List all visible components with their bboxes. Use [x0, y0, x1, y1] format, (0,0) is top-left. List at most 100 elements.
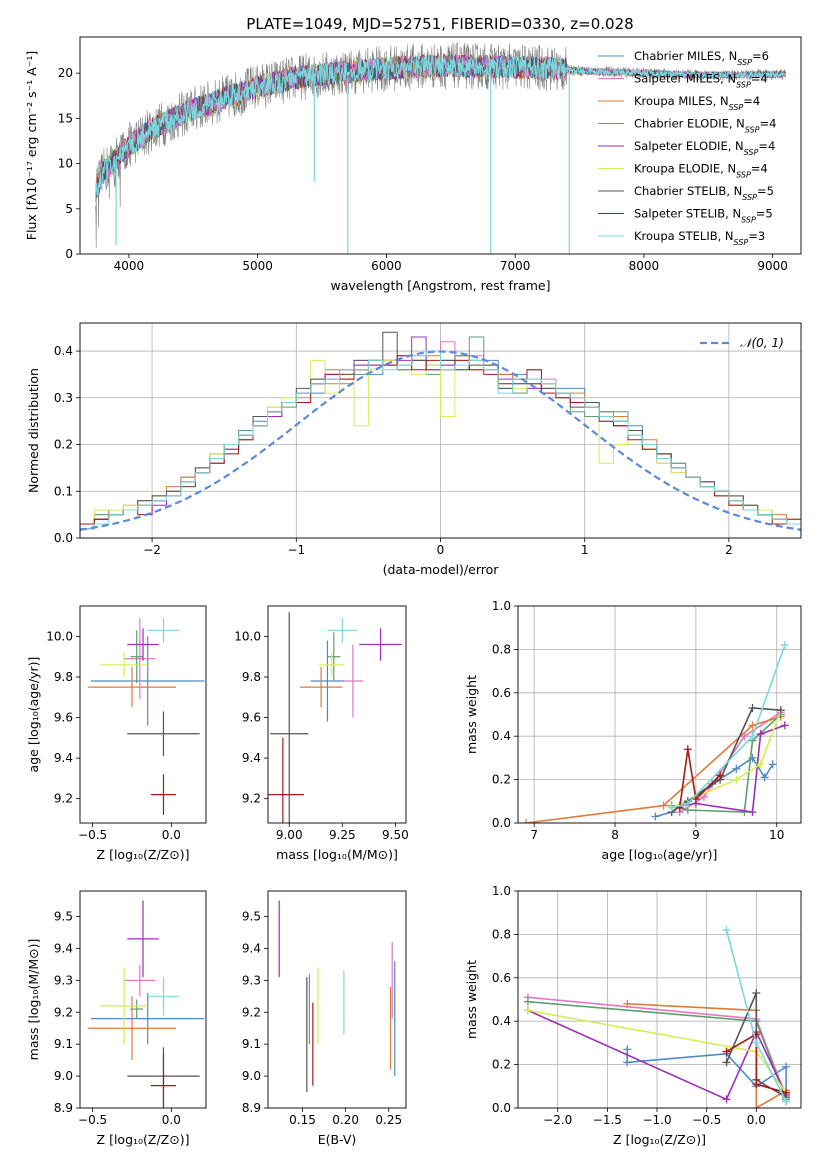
age_vs_Z-ylabel: age [log₁₀(age/yr)] [26, 657, 41, 773]
mass_vs_Z-ytick-label: 9.3 [54, 973, 73, 987]
spectrum-xtick-label: 6000 [371, 259, 402, 273]
residuals-ytick-label: 0.0 [54, 531, 73, 545]
weight-marker-kroupa-stelib [752, 1038, 761, 1047]
mass_weight_vs_age-frame [517, 605, 802, 824]
spectrum-ytick-label: 10 [58, 157, 73, 171]
age_vs_mass-ytick-label: 9.8 [242, 670, 261, 684]
weight-marker-kroupa-miles [522, 819, 531, 823]
spectrum-xtick-label: 7000 [500, 259, 531, 273]
age_vs_Z-panel: −0.5 0.0 9.2 9.4 9.6 9.8 10.0 Z [log₁₀(Z/Z⊙)] ag… [26, 605, 207, 862]
mass_weight_vs_age-panel: 7 8 9 10 0.0 0.2 0.4 0.6 0.8 1.0 age [log₁₀(age/yr… [464, 599, 802, 862]
spectrum-xtick-label: 8000 [629, 259, 660, 273]
age_vs_mass-ytick-label: 9.2 [242, 792, 261, 806]
mass_vs_ebv-ytick-label: 9.4 [242, 941, 261, 955]
residuals-xtick-label: −2 [143, 543, 161, 557]
weight-marker-kroupa-stelib [780, 641, 789, 650]
weight-line-salpeter-elodie [527, 1009, 787, 1101]
mass_weight_vs_Z-xtick-label: −1.5 [593, 1113, 622, 1127]
age_vs_Z-frame [79, 605, 207, 824]
age_vs_Z-plot-area [87, 618, 205, 815]
age_vs_Z-xlabel: Z [log₁₀(Z/Z⊙)] [97, 847, 190, 862]
normal-distribution-curve [80, 350, 801, 531]
mass_weight_vs_age-plot-area [522, 641, 789, 823]
spectrum-ylabel: Flux [fλ10⁻¹⁷ erg cm⁻² s⁻¹ A⁻¹] [24, 51, 39, 240]
weight-marker-chabrier-miles [768, 760, 777, 769]
legend-entry: Chabrier ELODIE, NSSP=4 [634, 117, 776, 135]
spectrum-xtick-label: 9000 [757, 259, 788, 273]
mass_vs_Z-ytick-label: 9.0 [54, 1069, 73, 1083]
weight-line-salpeter-stelib [678, 749, 721, 808]
weight-marker-salpeter-elodie [722, 1095, 731, 1104]
age_vs_mass-xlabel: mass [log₁₀(M/M⊙)] [276, 847, 398, 862]
residuals-ylabel: Normed distribution [26, 368, 41, 493]
mass_vs_ebv-xtick-label: 0.15 [289, 1113, 316, 1127]
weight-marker-salpeter-stelib [722, 1047, 731, 1056]
mass_vs_Z-ytick-label: 9.2 [54, 1005, 73, 1019]
mass_vs_ebv-ytick-label: 9.5 [242, 910, 261, 924]
weight-marker-kroupa-miles [659, 801, 668, 810]
mass_vs_Z-ytick-label: 9.5 [54, 910, 73, 924]
mass_weight_vs_Z-xtick-label: −1.0 [642, 1113, 671, 1127]
weight-marker-chabrier-elodie [523, 997, 532, 1006]
spectrum-ytick-label: 0 [65, 247, 73, 261]
age_vs_mass-xtick-label: 9.25 [329, 828, 356, 842]
weight-marker-kroupa-miles [748, 721, 757, 730]
weight-marker-kroupa-miles [623, 999, 632, 1008]
mass_vs_ebv-plot-area [278, 900, 396, 1093]
residuals-ytick-label: 0.1 [54, 484, 73, 498]
weight-marker-chabrier-miles [760, 773, 769, 782]
mass_vs_Z-xlabel: Z [log₁₀(Z/Z⊙)] [97, 1132, 190, 1147]
mass_weight_vs_Z-ylabel: mass weight [464, 960, 479, 1039]
mass_weight_vs_Z-ytick-label: 0.4 [492, 1014, 511, 1028]
legend-entry: Kroupa ELODIE, NSSP=4 [634, 162, 768, 180]
mass_weight_vs_age-xtick-label: 9 [692, 828, 700, 842]
age_vs_mass-xtick-label: 9.50 [382, 828, 409, 842]
residuals-ytick-label: 0.2 [54, 438, 73, 452]
weight-marker-chabrier-miles [782, 1062, 791, 1071]
mass_vs_ebv-ytick-label: 9.1 [242, 1037, 261, 1051]
age_vs_Z-xtick-label: 0.0 [162, 828, 181, 842]
mass_vs_Z-xtick-label: −0.5 [78, 1113, 107, 1127]
weight-marker-kroupa-elodie [523, 1006, 532, 1015]
mass_weight_vs_Z-ytick-label: 0.0 [492, 1101, 511, 1115]
mass_vs_ebv-frame [267, 890, 407, 1109]
weight-marker-kroupa-elodie [732, 775, 741, 784]
mass_weight_vs_age-ytick-label: 1.0 [492, 599, 511, 613]
mass_vs_Z-ytick-label: 9.4 [54, 941, 73, 955]
age_vs_Z-xtick-label: −0.5 [78, 828, 107, 842]
mass_weight_vs_Z-xtick-label: −0.5 [692, 1113, 721, 1127]
mass_weight_vs_age-xtick-label: 7 [530, 828, 538, 842]
age_vs_Z-ytick-label: 9.2 [54, 792, 73, 806]
mass_vs_Z-xtick-label: 0.0 [162, 1113, 181, 1127]
weight-marker-chabrier-stelib [748, 703, 757, 712]
legend-entry: Chabrier STELIB, NSSP=5 [634, 184, 774, 202]
weight-line-salpeter-stelib [726, 1032, 787, 1094]
spectrum-panel: 4000 5000 6000 7000 8000 9000 0 5 10 15 20 waveleng… [24, 36, 802, 293]
residuals-ytick-label: 0.4 [54, 344, 73, 358]
mass_weight_vs_Z-plot-area [523, 926, 791, 1108]
weight-marker-kroupa-miles [752, 1104, 761, 1108]
weight-marker-salpeter-stelib [716, 771, 725, 780]
spectrum-frame [79, 36, 802, 255]
mass_vs_ebv-panel: 0.15 0.20 0.25 8.9 9.0 9.1 9.2 9.3 9.4 9.5 E(B-V) [242, 890, 407, 1147]
mass_weight_vs_age-xtick-label: 10 [769, 828, 784, 842]
mass_weight_vs_age-ytick-label: 0.4 [492, 729, 511, 743]
mass_weight_vs_Z-panel: −2.0 −1.5 −1.0 −0.5 0.0 0.0 0.2 0.4 0.6 0.8 1.0 Z [… [464, 884, 802, 1147]
mass_weight_vs_age-ytick-label: 0.2 [492, 773, 511, 787]
mass_weight_vs_age-xlabel: age [log₁₀(age/yr)] [602, 847, 718, 862]
weight-marker-chabrier-miles [623, 1058, 632, 1067]
mass_vs_ebv-ytick-label: 9.3 [242, 973, 261, 987]
mass_weight_vs_age-ylabel: mass weight [464, 675, 479, 754]
spectrum-legend: Chabrier MILES, NSSP=6 Salpeter MILES, NS… [598, 49, 776, 247]
weight-marker-salpeter-stelib [683, 745, 692, 754]
weight-marker-kroupa-stelib [667, 803, 676, 812]
weight-marker-salpeter-stelib [752, 1080, 761, 1089]
residuals-xlabel: (data-model)/error [383, 562, 500, 577]
spectrum-ytick-label: 5 [65, 202, 73, 216]
mass_weight_vs_age-ytick-label: 0.8 [492, 642, 511, 656]
weight-marker-chabrier-miles [651, 812, 660, 821]
weight-marker-salpeter-elodie [780, 721, 789, 730]
weight-marker-chabrier-miles [623, 1045, 632, 1054]
spectrum-plot-area [94, 42, 786, 254]
mass_weight_vs_Z-xtick-label: −2.0 [543, 1113, 572, 1127]
